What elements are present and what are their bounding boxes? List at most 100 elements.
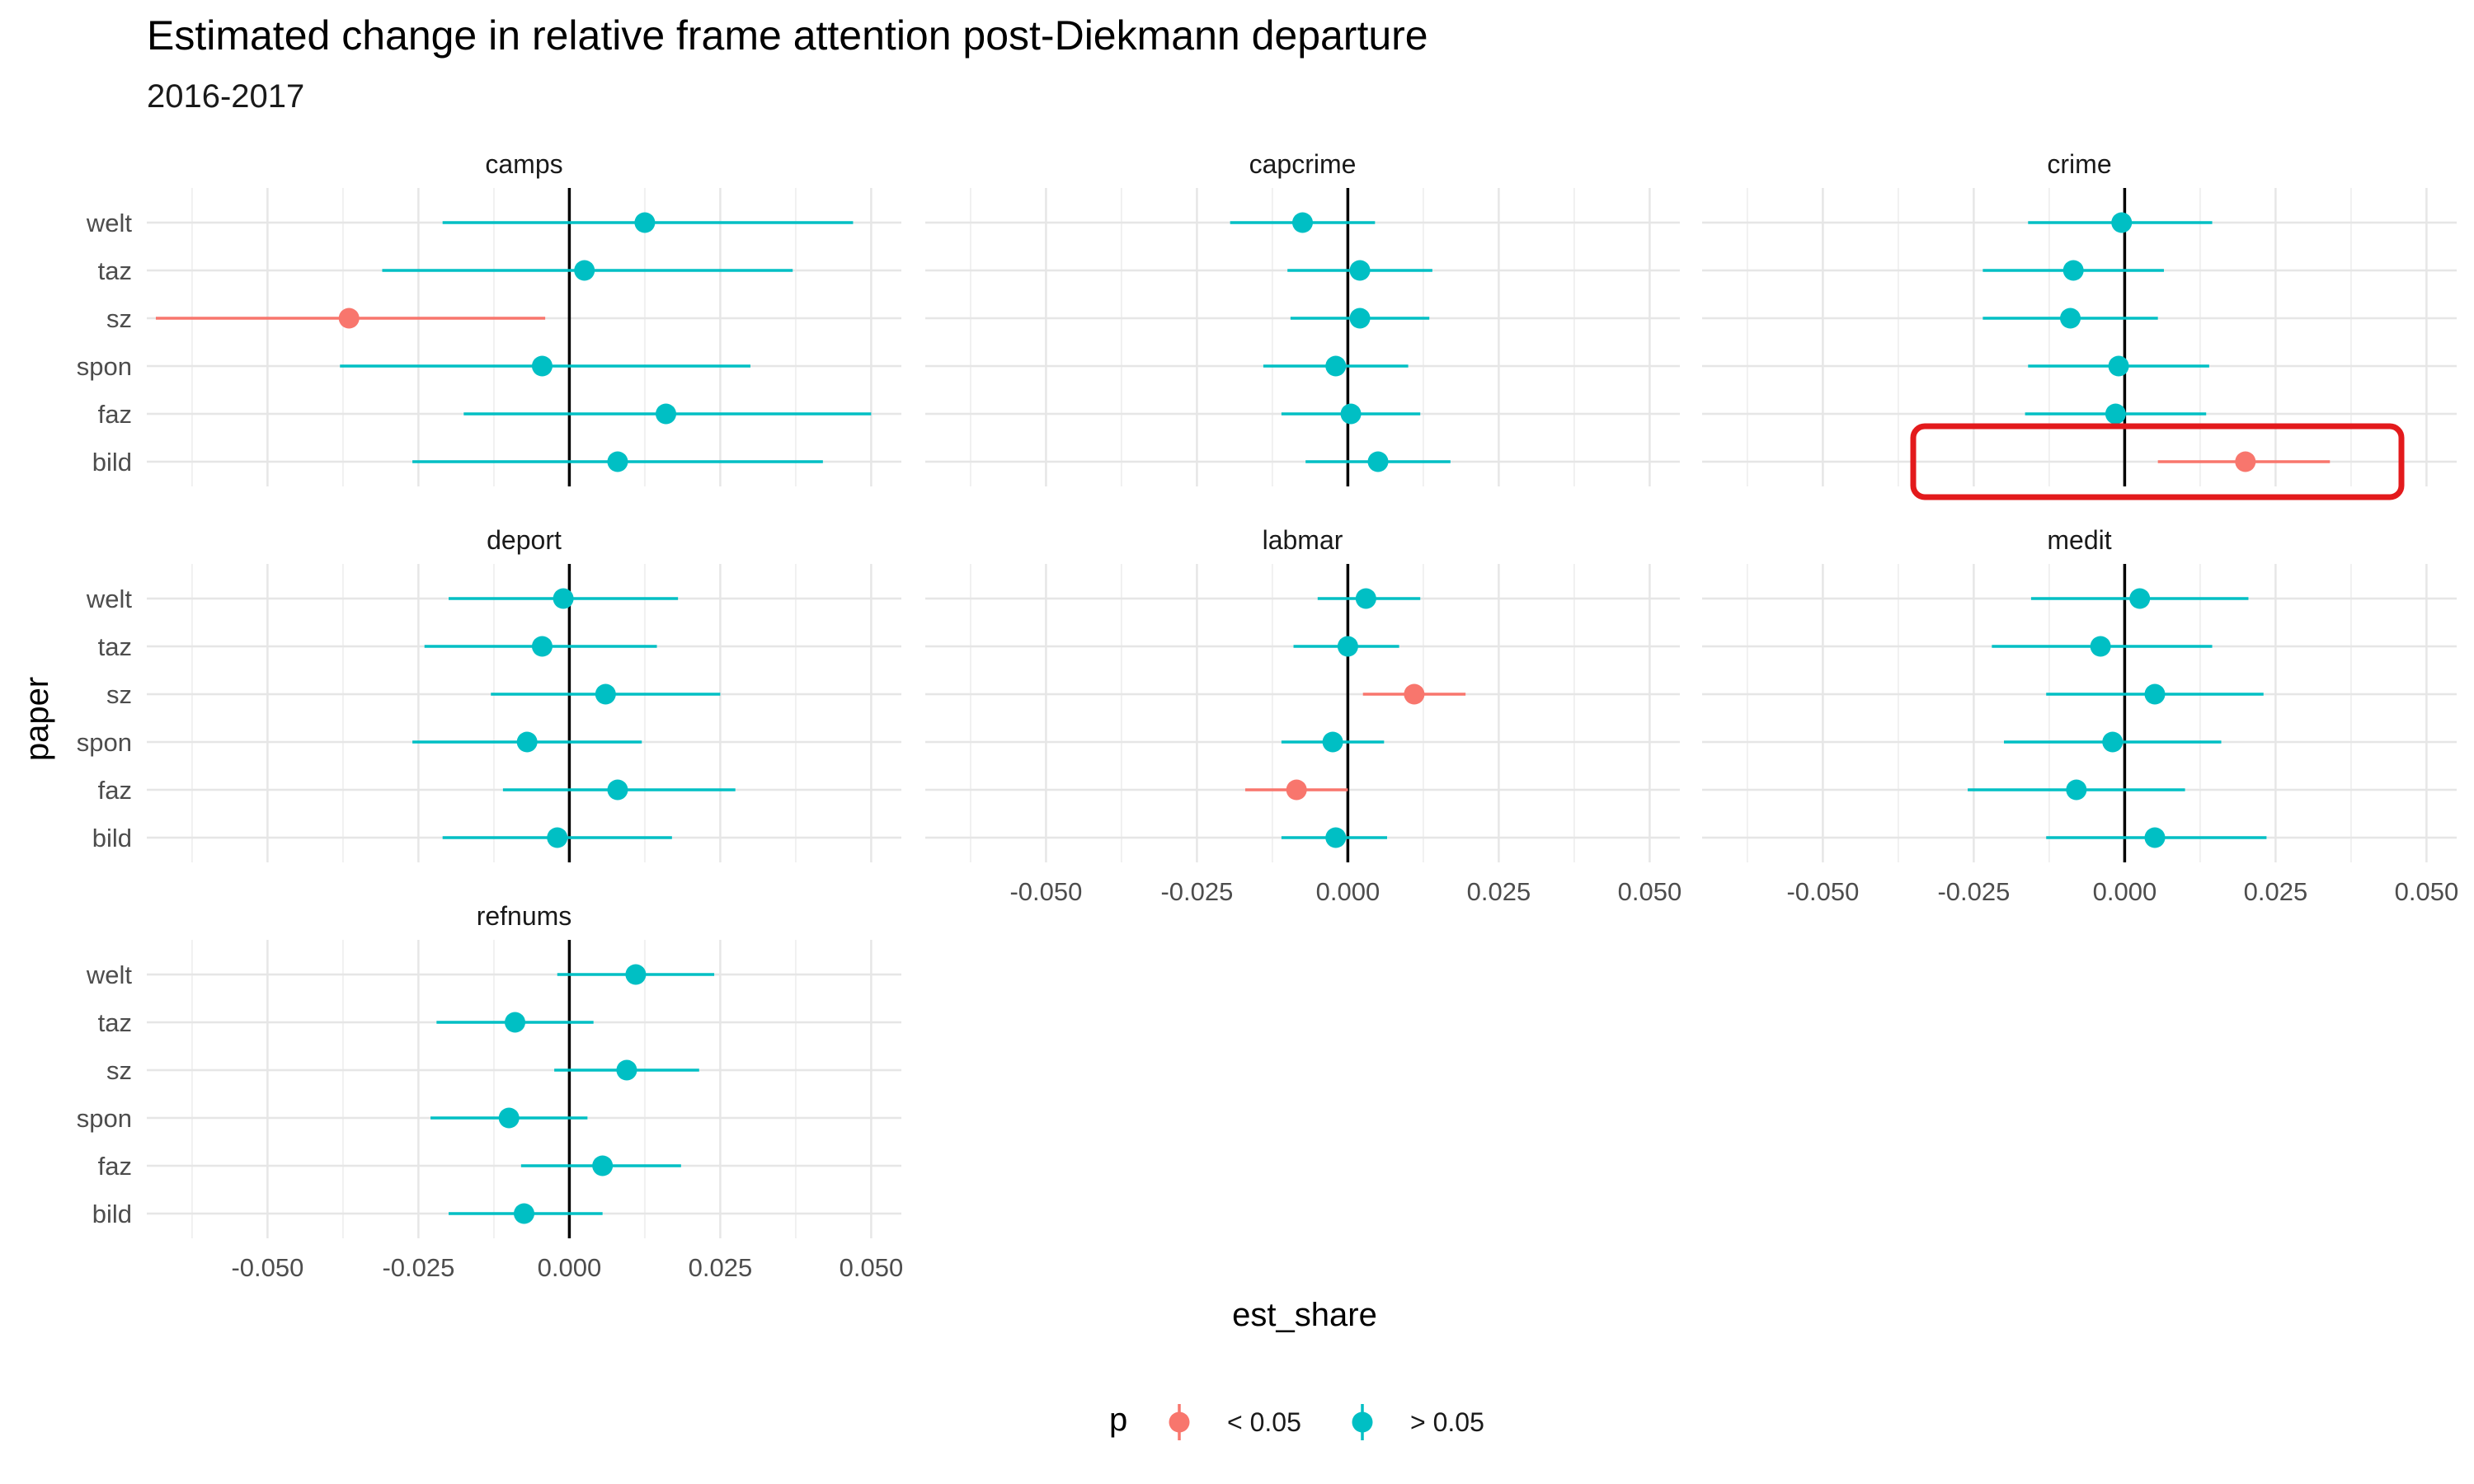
point-labmar-sz (1404, 683, 1425, 705)
x-tick-label: -0.050 (231, 1253, 303, 1282)
point-capcrime-faz (1340, 403, 1362, 425)
x-tick-label: -0.025 (382, 1253, 454, 1282)
point-camps-bild (607, 451, 628, 472)
point-refnums-bild (514, 1203, 534, 1224)
facet-refnums: refnums welt taz sz spon faz bild -0.050 -0.025 0… (77, 901, 903, 1282)
point-medit-sz (2144, 683, 2166, 705)
point-medit-faz (2066, 779, 2087, 801)
y-tick-sz: sz (106, 1056, 132, 1085)
facet-deport: deport welt taz sz spon faz bild (77, 525, 901, 862)
y-tick-spon: spon (77, 1104, 132, 1133)
x-tick-label: -0.050 (1009, 877, 1082, 906)
legend-entries: < 0.05 > 0.05 (1169, 1404, 1484, 1440)
x-tick-label: -0.025 (1160, 877, 1233, 906)
point-camps-sz (338, 308, 360, 329)
facet-medit: medit -0.050 -0.025 0.000 0.025 0.050 (1702, 525, 2458, 906)
y-tick-faz: faz (98, 400, 132, 429)
point-crime-sz (2060, 308, 2081, 329)
facet-label-camps: camps (485, 149, 562, 179)
y-tick-taz: taz (98, 632, 132, 661)
y-tick-faz: faz (98, 1152, 132, 1181)
x-tick-label: 0.000 (1316, 877, 1380, 906)
point-refnums-faz (592, 1155, 614, 1176)
point-crime-spon (2108, 355, 2129, 377)
point-refnums-taz (505, 1012, 526, 1033)
point-labmar-welt (1355, 588, 1376, 609)
y-axis-title: paper (19, 677, 55, 761)
y-tick-sz: sz (106, 680, 132, 709)
facet-panels: camps welt taz sz spon faz bild capcrime crime de… (77, 149, 2458, 1282)
point-capcrime-welt (1292, 212, 1313, 233)
point-capcrime-spon (1325, 355, 1347, 377)
point-medit-bild (2144, 827, 2166, 848)
highlight-box (1910, 423, 2405, 500)
point-medit-taz (2090, 636, 2111, 657)
point-crime-welt (2111, 212, 2133, 233)
point-medit-welt (2129, 588, 2151, 609)
facet-label-capcrime: capcrime (1249, 149, 1357, 179)
point-refnums-sz (616, 1059, 637, 1081)
point-camps-taz (574, 260, 595, 281)
point-capcrime-taz (1349, 260, 1371, 281)
x-tick-label: 0.050 (840, 1253, 904, 1282)
point-crime-faz (2105, 403, 2126, 425)
point-camps-faz (656, 403, 677, 425)
chart-title: Estimated change in relative frame atten… (147, 12, 1428, 59)
y-tick-sz: sz (106, 304, 132, 333)
y-tick-taz: taz (98, 1008, 132, 1037)
y-tick-taz: taz (98, 256, 132, 285)
x-tick-label: 0.050 (1618, 877, 1682, 906)
point-camps-spon (531, 355, 553, 377)
point-deport-welt (553, 588, 574, 609)
x-tick-label: 0.025 (2244, 877, 2308, 906)
point-crime-bild (2235, 451, 2256, 472)
x-tick-label: -0.025 (1937, 877, 2010, 906)
point-labmar-faz (1286, 779, 1307, 801)
y-tick-faz: faz (98, 776, 132, 805)
x-tick-label: 0.000 (538, 1253, 602, 1282)
point-labmar-taz (1337, 636, 1358, 657)
y-tick-welt: welt (86, 585, 133, 613)
y-tick-bild: bild (92, 1200, 132, 1228)
facet-label-crime: crime (2047, 149, 2111, 179)
x-tick-label: 0.025 (1467, 877, 1531, 906)
chart-subtitle: 2016-2017 (147, 78, 304, 115)
facet-crime: crime (1702, 149, 2457, 500)
y-tick-spon: spon (77, 352, 132, 381)
facet-label-deport: deport (487, 525, 562, 555)
point-labmar-bild (1325, 827, 1347, 848)
x-tick-label: 0.050 (2395, 877, 2459, 906)
legend: p < 0.05 > 0.05 (1109, 1402, 1484, 1440)
point-capcrime-bild (1367, 451, 1389, 472)
point-camps-welt (634, 212, 656, 233)
x-tick-label: 0.025 (689, 1253, 753, 1282)
point-deport-faz (607, 779, 628, 801)
y-tick-bild: bild (92, 448, 132, 477)
point-labmar-spon (1322, 731, 1343, 753)
y-tick-bild: bild (92, 824, 132, 852)
x-tick-label: 0.000 (2093, 877, 2157, 906)
point-crime-taz (2062, 260, 2084, 281)
point-deport-bild (547, 827, 568, 848)
y-tick-welt: welt (86, 960, 133, 989)
legend-label: > 0.05 (1410, 1407, 1484, 1437)
point-refnums-spon (498, 1107, 520, 1129)
point-capcrime-sz (1349, 308, 1371, 329)
y-tick-welt: welt (86, 209, 133, 237)
facet-label-refnums: refnums (477, 901, 572, 931)
facet-capcrime: capcrime (925, 149, 1680, 486)
point-deport-taz (531, 636, 553, 657)
legend-title: p (1109, 1402, 1127, 1438)
facet-camps: camps welt taz sz spon faz bild (77, 149, 901, 486)
legend-key-point (1169, 1411, 1190, 1433)
legend-label: < 0.05 (1227, 1407, 1301, 1437)
legend-key-point (1352, 1411, 1373, 1433)
point-deport-sz (595, 683, 616, 705)
facet-labmar: labmar -0.050 -0.025 0.000 0.025 0.050 (925, 525, 1681, 906)
facet-label-medit: medit (2047, 525, 2111, 555)
x-axis-title: est_share (1232, 1297, 1377, 1333)
facet-label-labmar: labmar (1263, 525, 1343, 555)
point-deport-spon (516, 731, 538, 753)
point-refnums-welt (625, 964, 647, 985)
